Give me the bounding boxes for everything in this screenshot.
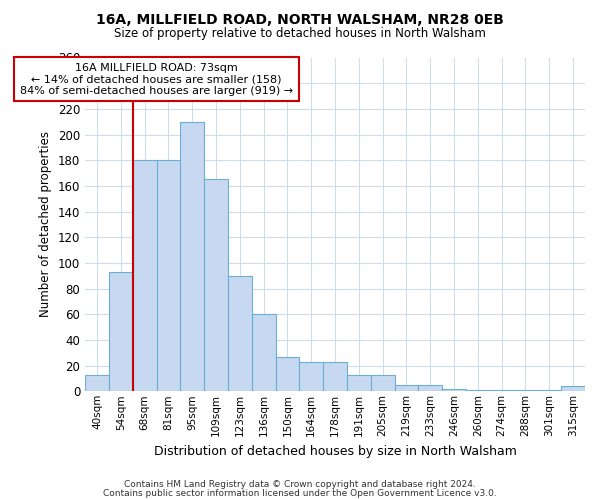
X-axis label: Distribution of detached houses by size in North Walsham: Distribution of detached houses by size … [154, 444, 517, 458]
Bar [466, 390, 490, 392]
Bar [347, 374, 371, 392]
Text: Size of property relative to detached houses in North Walsham: Size of property relative to detached ho… [114, 28, 486, 40]
Bar [181, 122, 204, 392]
Bar [395, 385, 418, 392]
Bar [371, 374, 395, 392]
Text: Contains HM Land Registry data © Crown copyright and database right 2024.: Contains HM Land Registry data © Crown c… [124, 480, 476, 489]
Bar [85, 374, 109, 392]
Text: 16A MILLFIELD ROAD: 73sqm
← 14% of detached houses are smaller (158)
84% of semi: 16A MILLFIELD ROAD: 73sqm ← 14% of detac… [20, 62, 293, 96]
Text: Contains public sector information licensed under the Open Government Licence v3: Contains public sector information licen… [103, 489, 497, 498]
Bar [418, 385, 442, 392]
Bar [538, 390, 561, 392]
Bar [514, 390, 538, 392]
Bar [157, 160, 181, 392]
Bar [228, 276, 252, 392]
Bar [299, 362, 323, 392]
Bar [275, 356, 299, 392]
Bar [204, 180, 228, 392]
Bar [490, 390, 514, 392]
Bar [109, 272, 133, 392]
Bar [561, 386, 585, 392]
Y-axis label: Number of detached properties: Number of detached properties [40, 132, 52, 318]
Text: 16A, MILLFIELD ROAD, NORTH WALSHAM, NR28 0EB: 16A, MILLFIELD ROAD, NORTH WALSHAM, NR28… [96, 12, 504, 26]
Bar [133, 160, 157, 392]
Bar [252, 314, 275, 392]
Bar [323, 362, 347, 392]
Bar [442, 388, 466, 392]
